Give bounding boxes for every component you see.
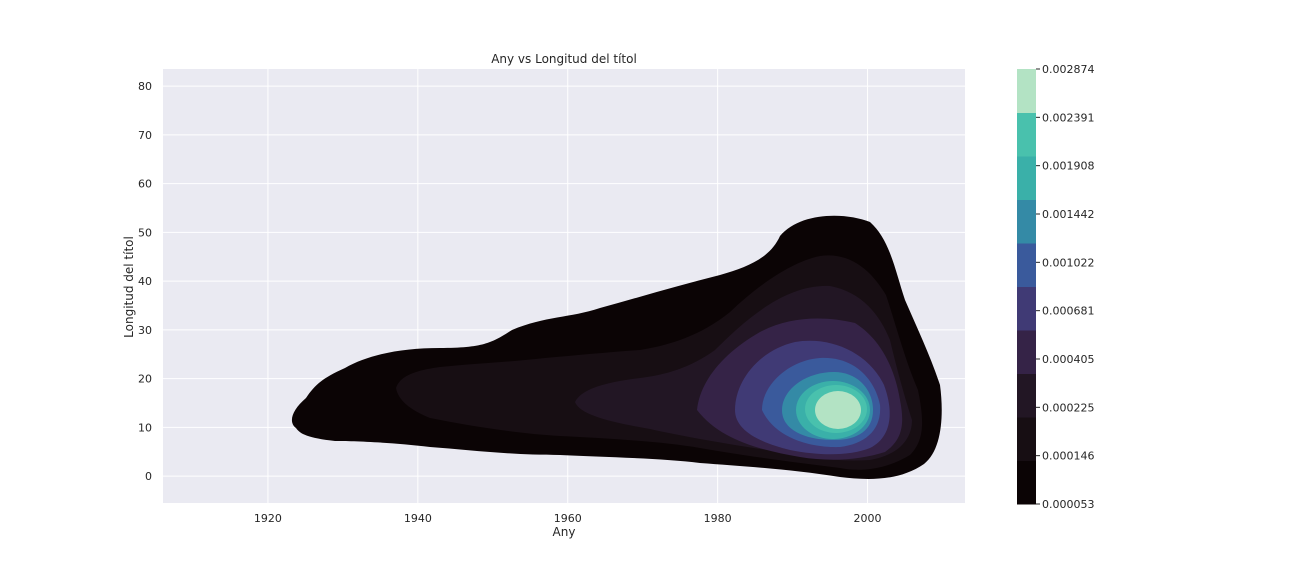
- colorbar-segment: [1017, 417, 1036, 461]
- colorbar-tick-label: 0.000146: [1042, 450, 1095, 463]
- colorbar-tick-label: 0.000681: [1042, 305, 1095, 318]
- x-tick-label: 1920: [254, 512, 282, 525]
- colorbar-tick-label: 0.002874: [1042, 63, 1095, 76]
- density-contours: [291, 215, 942, 479]
- x-tick-label: 2000: [854, 512, 882, 525]
- x-axis-ticks: 1920 1940 1960 1980 2000: [254, 512, 882, 525]
- y-tick-label: 20: [138, 373, 152, 386]
- colorbar-tick-label: 0.001908: [1042, 160, 1095, 173]
- y-tick-label: 50: [138, 226, 152, 239]
- colorbar-segment: [1017, 330, 1036, 374]
- colorbar-tick-label: 0.000225: [1042, 401, 1095, 414]
- chart-title: Any vs Longitud del títol: [491, 52, 637, 66]
- colorbar-tick-label: 0.000405: [1042, 353, 1095, 366]
- y-tick-label: 70: [138, 129, 152, 142]
- x-axis-label: Any: [553, 525, 576, 539]
- y-axis-ticks: 0 10 20 30 40 50 60 70 80: [138, 80, 152, 483]
- colorbar-segment: [1017, 460, 1036, 505]
- y-tick-label: 40: [138, 275, 152, 288]
- colorbar-tick-label: 0.001442: [1042, 208, 1095, 221]
- plot-area: [163, 69, 965, 503]
- colorbar-segment: [1017, 156, 1036, 200]
- y-tick-label: 60: [138, 178, 152, 191]
- y-axis-label: Longitud del títol: [122, 236, 136, 338]
- colorbar-segment: [1017, 286, 1036, 331]
- x-tick-label: 1980: [704, 512, 732, 525]
- y-tick-label: 80: [138, 80, 152, 93]
- y-tick-label: 10: [138, 421, 152, 434]
- colorbar-tick-label: 0.001022: [1042, 256, 1095, 269]
- colorbar-segment: [1017, 69, 1036, 113]
- colorbar-tick-label: 0.000053: [1042, 498, 1095, 511]
- colorbar-segment: [1017, 243, 1036, 287]
- y-tick-label: 0: [145, 470, 152, 483]
- x-tick-label: 1960: [554, 512, 582, 525]
- colorbar: 0.000053 0.000146 0.000225 0.000405 0.000681…: [1017, 63, 1095, 511]
- colorbar-tick-label: 0.002391: [1042, 111, 1095, 124]
- y-tick-label: 30: [138, 324, 152, 337]
- colorbar-segment: [1017, 373, 1036, 418]
- colorbar-segment: [1017, 199, 1036, 244]
- x-tick-label: 1940: [404, 512, 432, 525]
- density-peak-band: [815, 391, 861, 429]
- colorbar-segment: [1017, 112, 1036, 157]
